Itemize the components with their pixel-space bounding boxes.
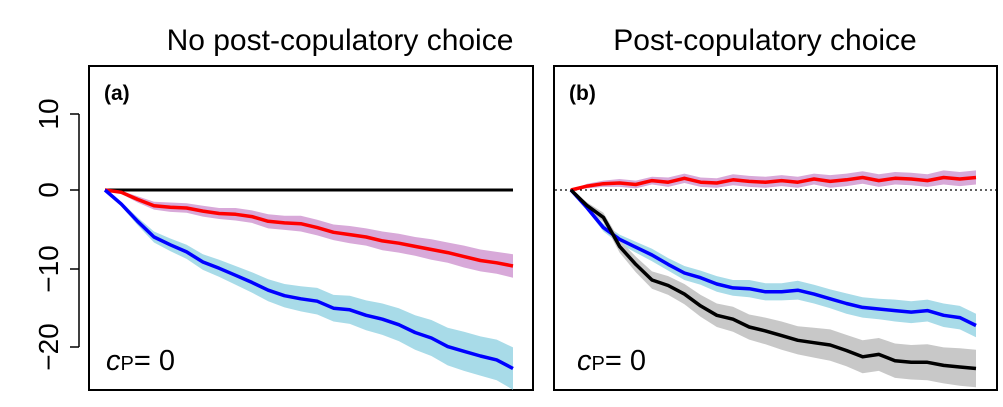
panel-a-series-1-line [103, 188, 514, 371]
panel-b-annotation-subscript: P [592, 353, 605, 375]
panel-b-series-2-band [571, 190, 976, 388]
y-tick-label-minus10: −10 [33, 245, 64, 293]
y-tick-label-minus20: −20 [33, 323, 64, 371]
panel-a-annotation: cP= 0 [106, 345, 175, 377]
panel-a: (a) cP= 0 [88, 65, 534, 391]
panel-b: (b) cP= 0 [553, 65, 998, 391]
panel-a-plot-area [103, 188, 514, 390]
panel-b-plot-area [555, 170, 996, 388]
panel-a-title: No post-copulatory choice [167, 24, 514, 57]
panel-a-annotation-symbol: c [106, 345, 121, 377]
panel-b-annotation-value: = 0 [605, 345, 646, 377]
y-tick-label-0: 0 [33, 182, 64, 198]
panel-b-annotation: cP= 0 [577, 345, 646, 377]
panel-b-frame [553, 65, 998, 391]
panel-a-series-0-band [105, 190, 513, 278]
panel-a-annotation-subscript: P [121, 353, 134, 375]
panel-b-title: Post-copulatory choice [613, 24, 917, 57]
panel-a-annotation-value: = 0 [134, 345, 175, 377]
panel-b-series-1-band [571, 190, 976, 338]
panel-b-series-0-line [570, 175, 977, 192]
panel-a-frame [88, 65, 534, 391]
panel-a-label: (a) [104, 82, 130, 105]
panel-b-label: (b) [569, 82, 596, 105]
panel-a-series-1-band [105, 190, 513, 390]
panel-b-series-1-line [569, 188, 977, 328]
y-tick-label-10: 10 [33, 98, 64, 129]
panel-b-annotation-symbol: c [577, 345, 592, 377]
panel-a-series-0-line [104, 188, 514, 268]
panel-b-series-2-line [569, 188, 977, 371]
y-axis: 10 0 −10 −20 [33, 98, 80, 371]
